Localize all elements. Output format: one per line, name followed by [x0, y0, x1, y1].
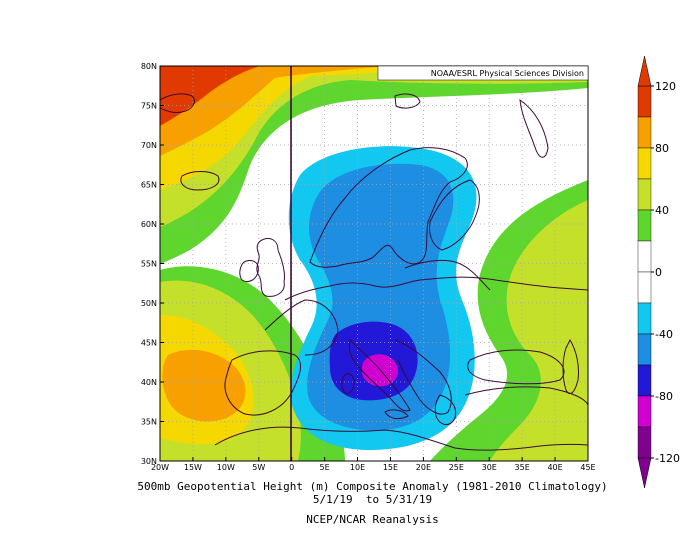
lat-tick-label: 75N	[141, 102, 157, 111]
colorbar-bin	[637, 333, 652, 366]
coast-black-sea	[467, 349, 565, 385]
lon-tick-label: 15E	[383, 463, 398, 472]
lon-tick-label: 40E	[547, 463, 562, 472]
caption-line-2: 5/1/19 to 5/31/19	[312, 493, 433, 506]
colorbar-bin	[637, 364, 652, 397]
caption-line-3: NCEP/NCAR Reanalysis	[306, 513, 439, 526]
ridge-north-red	[160, 66, 260, 126]
coast-france	[264, 299, 339, 356]
colorbar-bin	[637, 240, 652, 273]
credit-box	[377, 65, 589, 81]
lon-tick-label: 20E	[416, 463, 431, 472]
caption-line-1: 500mb Geopotential Height (m) Composite …	[137, 480, 608, 493]
ridge-east-yellowgreen	[490, 200, 588, 461]
latitude-ticks: 80N 75N 70N 65N 60N 55N 50N 45N 40N 35N 30N	[141, 62, 164, 466]
lat-tick-label: 45N	[141, 339, 157, 348]
coast-turkey	[464, 386, 588, 406]
lon-tick-label: 30E	[482, 463, 497, 472]
colorbar-bottom-cap	[637, 457, 652, 489]
coast-continent	[284, 276, 588, 301]
lon-tick-label: 5E	[320, 463, 330, 472]
ridge-north-orange	[160, 66, 390, 156]
lon-tick-label: 20W	[151, 463, 169, 472]
colorbar-bin	[637, 302, 652, 335]
colorbar-bin	[637, 85, 652, 118]
lon-tick-label: 10E	[350, 463, 365, 472]
coast-sicily	[384, 409, 409, 420]
coastlines	[160, 93, 588, 451]
lon-tick-label: 5W	[252, 463, 265, 472]
colorbar-label: -40	[655, 328, 673, 341]
lat-tick-label: 80N	[141, 62, 157, 71]
coast-svalbard	[394, 93, 421, 109]
ridge-sw-orange	[162, 349, 246, 422]
colorbar-bin	[637, 271, 652, 304]
colorbar-bin	[637, 209, 652, 242]
lat-tick-label: 70N	[141, 141, 157, 150]
credit-text: NOAA/ESRL Physical Sciences Division	[431, 69, 584, 78]
lon-tick-label: 25E	[449, 463, 464, 472]
lon-tick-label: 15W	[184, 463, 202, 472]
colorbar-label: 80	[655, 142, 669, 155]
colorbar-bin	[637, 395, 652, 428]
lat-tick-label: 35N	[141, 418, 157, 427]
lat-tick-label: 50N	[141, 299, 157, 308]
graticule	[160, 66, 588, 461]
coast-greenland	[160, 93, 195, 113]
coast-scandinavia	[309, 147, 468, 268]
lat-tick-label: 60N	[141, 220, 157, 229]
coast-baltic	[404, 259, 491, 291]
lon-tick-label: 35E	[515, 463, 530, 472]
lat-tick-label: 40N	[141, 378, 157, 387]
colorbar-bin	[637, 426, 652, 459]
colorbar-label: 40	[655, 204, 669, 217]
colorbar-top-cap	[637, 55, 652, 87]
coast-finland	[429, 179, 480, 251]
lon-tick-label: 0	[289, 463, 294, 472]
colorbar-label: 0	[655, 266, 662, 279]
colorbar: 120 80 40 0 -40 -80 -120	[637, 55, 680, 489]
coast-north-africa	[214, 426, 588, 451]
colorbar-bin	[637, 147, 652, 180]
lat-tick-label: 30N	[141, 457, 157, 466]
coast-greece	[434, 394, 457, 425]
coast-iceland	[180, 171, 220, 191]
coast-sardinia	[341, 373, 355, 395]
lat-tick-label: 65N	[141, 181, 157, 190]
colorbar-label: 120	[655, 80, 676, 93]
lon-tick-label: 10W	[217, 463, 235, 472]
lon-tick-label: 45E	[580, 463, 595, 472]
colorbar-label: -120	[655, 452, 680, 465]
coast-caspian	[562, 338, 579, 395]
colorbar-bin	[637, 116, 652, 149]
coast-balkans	[394, 339, 452, 415]
coast-iberia	[224, 350, 302, 416]
lat-tick-label: 55N	[141, 260, 157, 269]
coast-italy	[348, 339, 411, 412]
colorbar-label: -80	[655, 390, 673, 403]
coast-ireland	[239, 259, 259, 283]
coast-uk	[256, 237, 285, 297]
colorbar-bin	[637, 178, 652, 211]
longitude-ticks: 20W 15W 10W 5W 0 5E 10E 15E 20E 25E 30E 35E 40E 45E	[151, 457, 596, 472]
coast-novaya-zemlya	[519, 98, 549, 158]
